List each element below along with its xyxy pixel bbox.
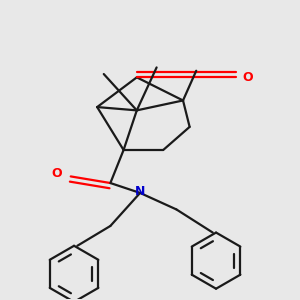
- Text: N: N: [135, 185, 145, 198]
- Text: O: O: [242, 71, 253, 84]
- Text: O: O: [52, 167, 62, 180]
